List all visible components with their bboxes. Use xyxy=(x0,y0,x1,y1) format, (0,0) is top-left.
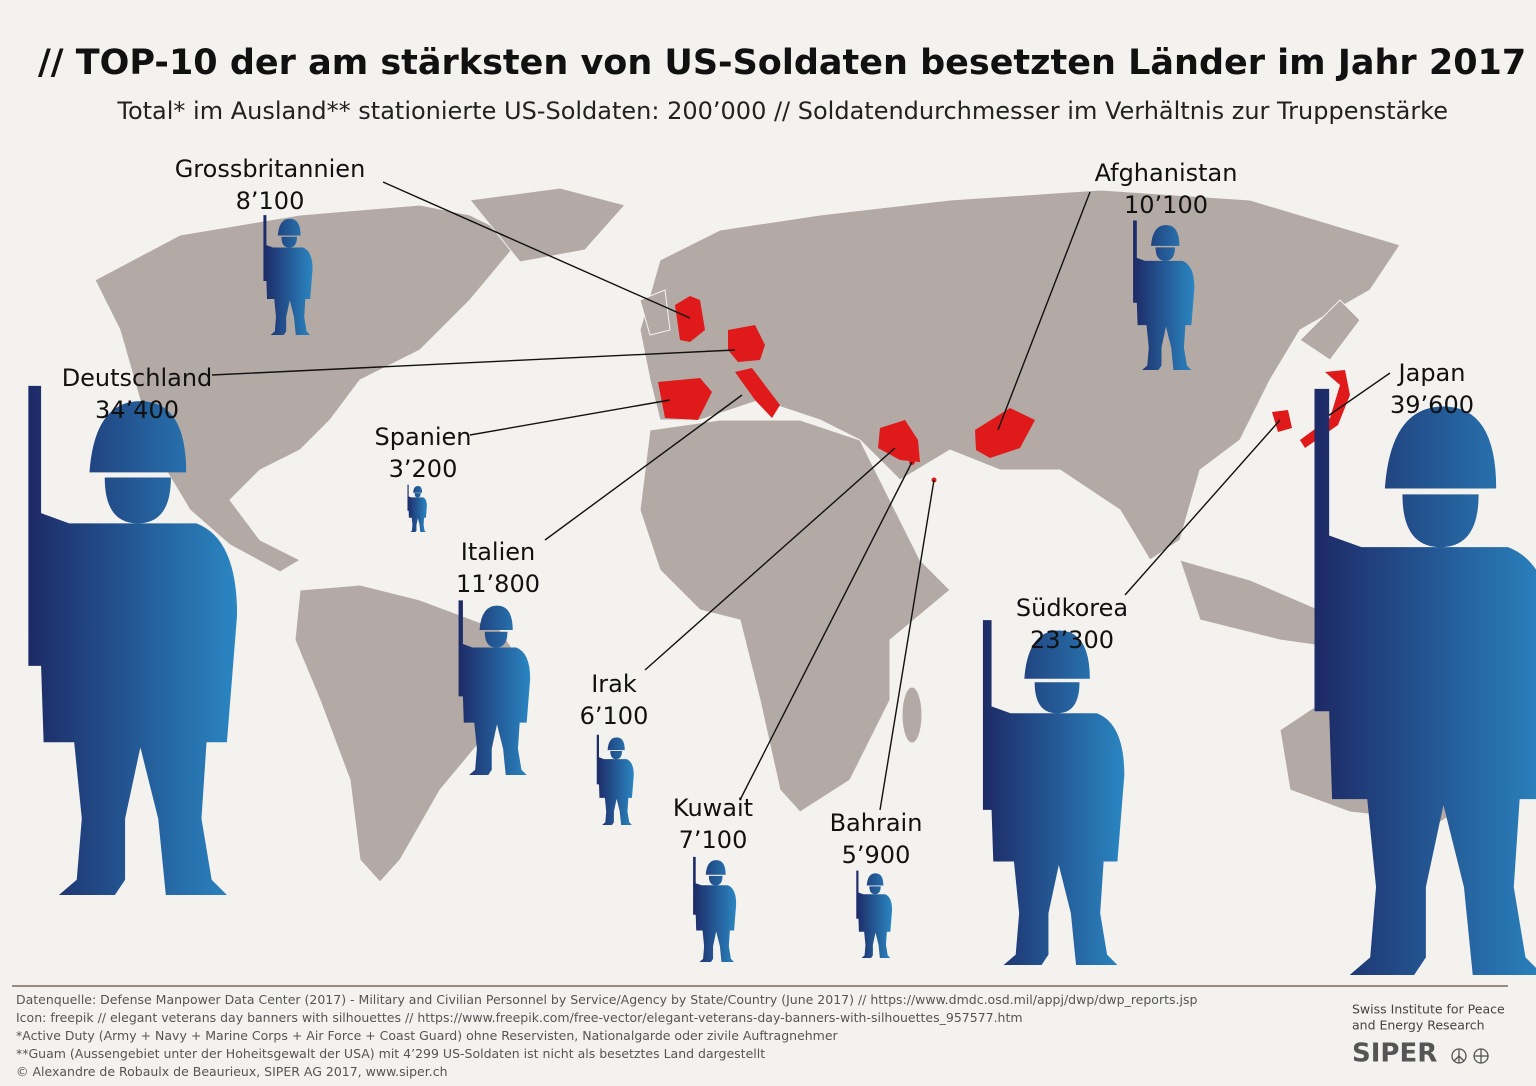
country-name: Afghanistan xyxy=(1095,159,1238,187)
soldier xyxy=(263,215,313,335)
country-name: Deutschland xyxy=(62,364,213,392)
country-name: Südkorea xyxy=(1016,594,1128,622)
troop-count: 8’100 xyxy=(236,187,305,215)
leader-line xyxy=(1124,419,1281,596)
leader-line xyxy=(644,447,896,671)
title: // TOP-10 der am stärksten von US-Soldat… xyxy=(38,43,1526,83)
footer: Datenquelle: Defense Manpower Data Cente… xyxy=(16,992,1197,1079)
troop-count: 23’300 xyxy=(1030,626,1114,654)
soldier xyxy=(458,600,531,775)
logo-line: Swiss Institute for Peace xyxy=(1352,1002,1505,1017)
troop-count: 34’400 xyxy=(95,396,179,424)
subtitle: Total* im Ausland** stationierte US-Sold… xyxy=(116,97,1448,125)
country-name: Spanien xyxy=(374,423,471,451)
footer-line: Icon: freepik // elegant veterans day ba… xyxy=(16,1010,1023,1025)
footer-line: © Alexandre de Robaulx de Beaurieux, SIP… xyxy=(16,1064,448,1079)
leader-line xyxy=(469,399,671,436)
soldier xyxy=(28,385,238,895)
country-name: Kuwait xyxy=(673,794,753,822)
soldier xyxy=(856,870,893,958)
country-name: Irak xyxy=(591,670,637,698)
soldier xyxy=(407,484,427,532)
country-name: Bahrain xyxy=(830,809,923,837)
leader-line xyxy=(739,461,913,801)
logo-line: and Energy Research xyxy=(1352,1018,1485,1033)
leader-line xyxy=(997,191,1091,431)
troop-count: 39’600 xyxy=(1390,391,1474,419)
soldier xyxy=(693,856,737,962)
country-name: Italien xyxy=(461,538,536,566)
soldier xyxy=(1314,388,1536,975)
footer-line: *Active Duty (Army + Navy + Marine Corps… xyxy=(16,1028,839,1043)
country-name: Grossbritannien xyxy=(175,155,366,183)
soldier xyxy=(596,734,634,825)
soldier xyxy=(982,620,1125,965)
leader-line xyxy=(382,181,691,319)
country-labels: Grossbritannien 8’100 Deutschland 34’400 Spa… xyxy=(62,155,1474,869)
troop-count: 6’100 xyxy=(580,702,649,730)
leader-line xyxy=(211,349,736,376)
footer-line: **Guam (Aussengebiet unter der Hoheitsge… xyxy=(16,1046,765,1061)
troop-count: 3’200 xyxy=(389,455,458,483)
country-name: Japan xyxy=(1397,359,1466,387)
leader-lines xyxy=(211,181,1391,811)
soldier xyxy=(1133,220,1195,370)
troop-count: 10’100 xyxy=(1124,191,1208,219)
leader-line xyxy=(879,479,935,811)
logo-name: SIPER xyxy=(1352,1039,1437,1069)
footer-line: Datenquelle: Defense Manpower Data Cente… xyxy=(16,992,1197,1007)
logo-icons xyxy=(1451,1048,1489,1064)
soldiers xyxy=(28,215,1536,975)
troop-count: 5’900 xyxy=(842,841,911,869)
troop-count: 7’100 xyxy=(679,826,748,854)
leader-line xyxy=(544,394,743,541)
troop-count: 11’800 xyxy=(456,570,540,598)
